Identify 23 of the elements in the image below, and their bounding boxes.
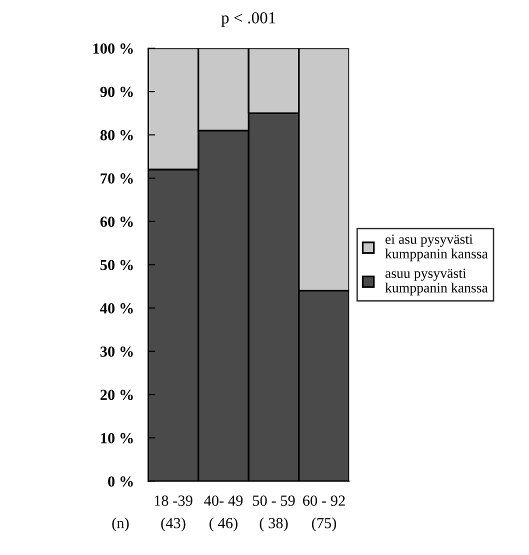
y-tick-label: 10 % xyxy=(101,433,133,444)
y-tick-label: 0 % xyxy=(108,476,133,487)
text: (43) xyxy=(161,518,186,532)
text: ( 46) xyxy=(210,518,238,532)
x-tick-label: 50 - 59 xyxy=(253,496,295,506)
y-tick-label: 60 % xyxy=(100,216,133,227)
x-tick-label: 60 - 92 xyxy=(303,496,345,506)
y-tick-label: 50 % xyxy=(100,260,133,270)
legend-label: ei asu pysyvästi kumppanin kanssa xyxy=(385,234,488,262)
text: ( 38) xyxy=(260,518,288,532)
x-tick-label: 18 -39 xyxy=(154,496,192,506)
legend-label: asuu pysyvästi kumppanin kanssa xyxy=(385,268,488,296)
y-tick-label: 100 % xyxy=(93,43,133,54)
y-tick-label: 40 % xyxy=(100,303,133,314)
chart-title: p < .001 xyxy=(221,12,276,27)
y-tick-label: 20 % xyxy=(100,390,133,400)
y-tick-label: 30 % xyxy=(100,346,133,357)
x-tick-label: 40- 49 xyxy=(204,496,243,506)
y-tick-label: 80 % xyxy=(100,130,133,140)
text: (75) xyxy=(312,518,336,532)
y-tick-label: 90 % xyxy=(100,86,133,98)
y-tick-label: 70 % xyxy=(100,173,133,184)
text: (n) xyxy=(112,518,129,532)
